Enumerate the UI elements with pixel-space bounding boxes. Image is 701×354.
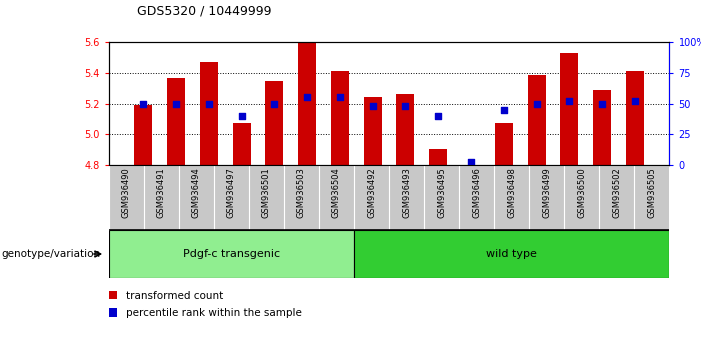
- Point: [301, 95, 313, 100]
- Point: [203, 101, 215, 107]
- Text: GSM936493: GSM936493: [402, 167, 411, 218]
- Bar: [233, 124, 250, 165]
- Bar: [109, 230, 354, 278]
- Bar: [109, 308, 117, 317]
- Bar: [626, 72, 644, 165]
- Point: [433, 113, 444, 119]
- Text: GSM936490: GSM936490: [122, 167, 130, 218]
- Bar: [528, 75, 545, 165]
- Text: genotype/variation: genotype/variation: [1, 249, 100, 259]
- Point: [367, 103, 379, 109]
- Bar: [429, 149, 447, 165]
- Point: [498, 107, 510, 113]
- Text: GSM936502: GSM936502: [613, 167, 621, 218]
- Bar: [364, 97, 381, 165]
- Text: GSM936499: GSM936499: [543, 167, 551, 218]
- Text: percentile rank within the sample: percentile rank within the sample: [126, 308, 302, 318]
- Bar: [200, 62, 218, 165]
- Point: [268, 101, 280, 107]
- Bar: [265, 81, 283, 165]
- Bar: [495, 124, 513, 165]
- Text: GSM936494: GSM936494: [192, 167, 200, 218]
- Bar: [109, 291, 117, 299]
- Point: [597, 101, 608, 107]
- Bar: [397, 95, 414, 165]
- Bar: [167, 78, 185, 165]
- Text: GSM936500: GSM936500: [578, 167, 586, 218]
- Text: GDS5320 / 10449999: GDS5320 / 10449999: [137, 5, 271, 18]
- Bar: [593, 90, 611, 165]
- Text: GSM936504: GSM936504: [332, 167, 341, 218]
- Text: GSM936501: GSM936501: [262, 167, 271, 218]
- Text: transformed count: transformed count: [126, 291, 224, 301]
- Text: GSM936498: GSM936498: [508, 167, 516, 218]
- Text: GSM936497: GSM936497: [227, 167, 236, 218]
- Bar: [134, 105, 152, 165]
- Point: [564, 98, 575, 104]
- Point: [170, 101, 182, 107]
- Text: Pdgf-c transgenic: Pdgf-c transgenic: [183, 249, 280, 259]
- Text: GSM936492: GSM936492: [367, 167, 376, 218]
- Point: [531, 101, 542, 107]
- Point: [465, 159, 477, 165]
- Point: [137, 101, 149, 107]
- Text: GSM936496: GSM936496: [472, 167, 481, 218]
- Bar: [354, 230, 669, 278]
- Text: GSM936495: GSM936495: [437, 167, 446, 218]
- Point: [629, 98, 641, 104]
- Text: GSM936505: GSM936505: [648, 167, 656, 218]
- Point: [334, 95, 346, 100]
- Point: [236, 113, 247, 119]
- Text: GSM936491: GSM936491: [157, 167, 165, 218]
- Bar: [331, 72, 349, 165]
- Point: [400, 103, 411, 109]
- Bar: [298, 42, 316, 165]
- Text: GSM936503: GSM936503: [297, 167, 306, 218]
- Bar: [560, 53, 578, 165]
- Text: wild type: wild type: [486, 249, 537, 259]
